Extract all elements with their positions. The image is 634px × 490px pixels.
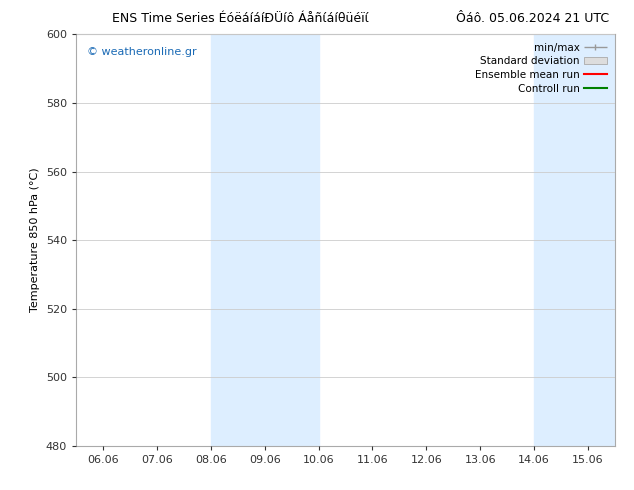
Bar [534,34,615,446]
Legend: min/max, Standard deviation, Ensemble mean run, Controll run: min/max, Standard deviation, Ensemble me… [472,40,610,97]
Bar [210,34,319,446]
Text: Ôáô. 05.06.2024 21 UTC: Ôáô. 05.06.2024 21 UTC [456,12,610,25]
Y-axis label: Temperature 850 hPa (°C): Temperature 850 hPa (°C) [30,168,40,313]
Text: © weatheronline.gr: © weatheronline.gr [87,47,197,57]
Text: ENS Time Series ÉóëáíáíÐÜíô Áåñίáíθüéïί: ENS Time Series ÉóëáíáíÐÜíô Áåñίáíθüéïί [112,12,370,25]
